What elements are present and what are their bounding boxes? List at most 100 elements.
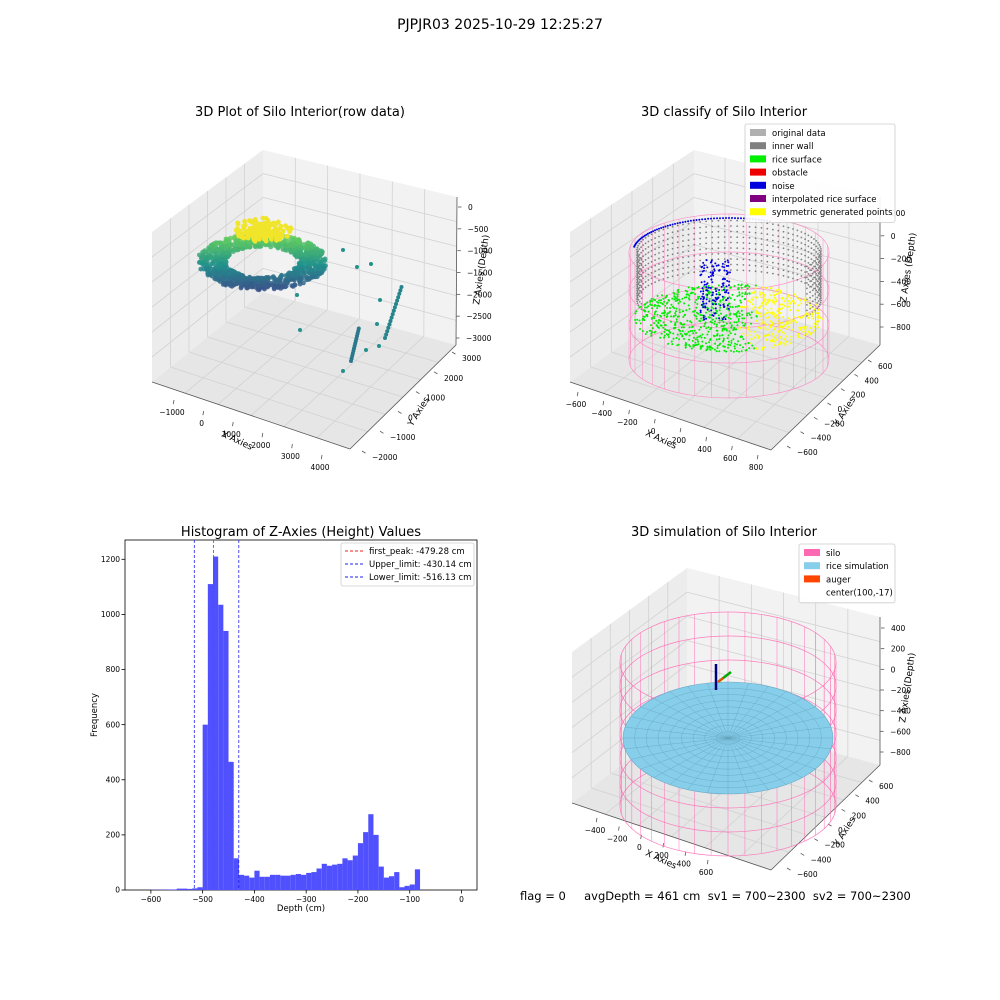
noise-point xyxy=(715,290,718,293)
rice-surface-point xyxy=(730,325,733,328)
rice-surface-point xyxy=(735,350,738,352)
inner-wall-point xyxy=(638,281,641,283)
rice-surface-point xyxy=(732,338,735,341)
inner-wall-point xyxy=(640,268,642,271)
inner-wall-point xyxy=(636,270,638,273)
rice-surface-point xyxy=(747,326,750,329)
inner-wall-point xyxy=(642,277,644,280)
inner-wall-point xyxy=(810,263,813,266)
inner-wall-point xyxy=(819,285,822,287)
rice-surface-point xyxy=(679,300,682,303)
inner-wall-points xyxy=(636,219,822,317)
inner-wall-point xyxy=(736,225,739,228)
inner-wall-point xyxy=(638,275,641,278)
rice-surface-point xyxy=(722,337,725,340)
rice-surface-point xyxy=(721,329,724,332)
noise-point xyxy=(728,217,730,219)
rice-surface-point xyxy=(686,319,689,322)
rice-surface-mesh xyxy=(687,737,729,790)
inner-wall-point xyxy=(772,272,774,275)
y-axis-tick-label: −600 xyxy=(797,870,818,879)
noise-point xyxy=(702,290,705,293)
rice-surface-point xyxy=(763,300,766,303)
inner-wall-point xyxy=(730,258,732,260)
inner-wall-point xyxy=(815,251,818,253)
inner-wall-point xyxy=(792,244,794,247)
rice-surface-point xyxy=(726,308,729,311)
scatter-point xyxy=(271,285,277,291)
noise-point xyxy=(652,230,655,233)
rice-surface-point xyxy=(783,324,786,327)
rice-surface-point xyxy=(763,346,766,349)
noise-point xyxy=(684,220,687,223)
inner-wall-point xyxy=(640,246,642,249)
rice-surface-point xyxy=(744,349,747,352)
rice-surface-point xyxy=(707,326,710,329)
inner-wall-point xyxy=(809,274,811,277)
inner-wall-point xyxy=(699,259,701,262)
inner-wall-point xyxy=(637,250,640,253)
rice-surface-point xyxy=(663,309,666,312)
histogram-bar xyxy=(295,874,301,890)
inner-wall-point xyxy=(815,262,818,264)
scatter-point xyxy=(317,250,323,256)
rice-surface-point xyxy=(682,315,685,318)
inner-wall-point xyxy=(819,276,821,278)
scatter-point xyxy=(210,245,215,250)
scatter-point xyxy=(218,261,224,267)
rice-surface-point xyxy=(688,344,691,346)
rice-surface-point xyxy=(679,332,682,335)
scatter-point xyxy=(208,266,214,272)
inner-wall-point xyxy=(636,257,639,260)
rice-surface-point xyxy=(710,326,713,329)
inner-wall-point xyxy=(730,225,732,227)
rice-surface-point xyxy=(750,322,753,325)
rice-surface-point xyxy=(774,340,776,343)
rice-surface-point xyxy=(646,331,649,333)
rice-surface-mesh xyxy=(727,737,832,750)
rice-surface-point xyxy=(775,314,778,317)
rice-surface-point xyxy=(715,329,718,332)
scatter-point xyxy=(224,250,230,256)
rice-surface-point xyxy=(691,339,694,342)
inner-wall-point xyxy=(636,268,639,271)
rice-surface-point xyxy=(717,291,720,294)
inner-wall-point xyxy=(820,288,822,291)
legend-entry: first_peak: -479.28 cm xyxy=(369,547,465,557)
scatter-point xyxy=(245,234,251,239)
inner-wall-point xyxy=(810,274,813,277)
rice-surface-point xyxy=(740,335,743,338)
rice-surface-point xyxy=(788,305,791,308)
rice-surface-point xyxy=(736,315,738,318)
rice-surface-point xyxy=(750,311,753,314)
inner-wall-point xyxy=(693,265,696,268)
scatter-point xyxy=(355,265,359,269)
inner-wall-point xyxy=(820,272,822,274)
rice-surface-point xyxy=(692,345,695,348)
scatter-point xyxy=(387,322,392,327)
rice-surface-point xyxy=(790,318,793,321)
rice-surface-point xyxy=(764,322,767,325)
inner-wall-point xyxy=(816,269,819,271)
noise-point xyxy=(718,289,721,291)
inner-wall-point xyxy=(782,274,785,277)
scatter-point xyxy=(240,246,246,252)
scatter-point xyxy=(284,248,289,253)
inner-wall-point xyxy=(666,276,669,279)
x-axis-tick xyxy=(576,391,579,397)
inner-wall-point xyxy=(796,246,799,248)
rice-surface-point xyxy=(790,322,793,325)
rice-surface-point xyxy=(691,291,694,294)
scatter-point xyxy=(395,298,400,303)
noise-point xyxy=(706,266,709,269)
rice-surface-point xyxy=(650,332,653,335)
scatter-point xyxy=(399,285,404,289)
rice-surface-point xyxy=(813,329,816,332)
inner-wall-point xyxy=(819,259,821,262)
rice-surface-point xyxy=(755,315,758,318)
rice-surface-point xyxy=(701,340,704,343)
inner-wall-point xyxy=(637,255,640,258)
scatter-point xyxy=(388,319,393,323)
inner-wall-point xyxy=(705,237,707,239)
legend-entry: Upper_limit: -430.14 cm xyxy=(369,560,472,570)
